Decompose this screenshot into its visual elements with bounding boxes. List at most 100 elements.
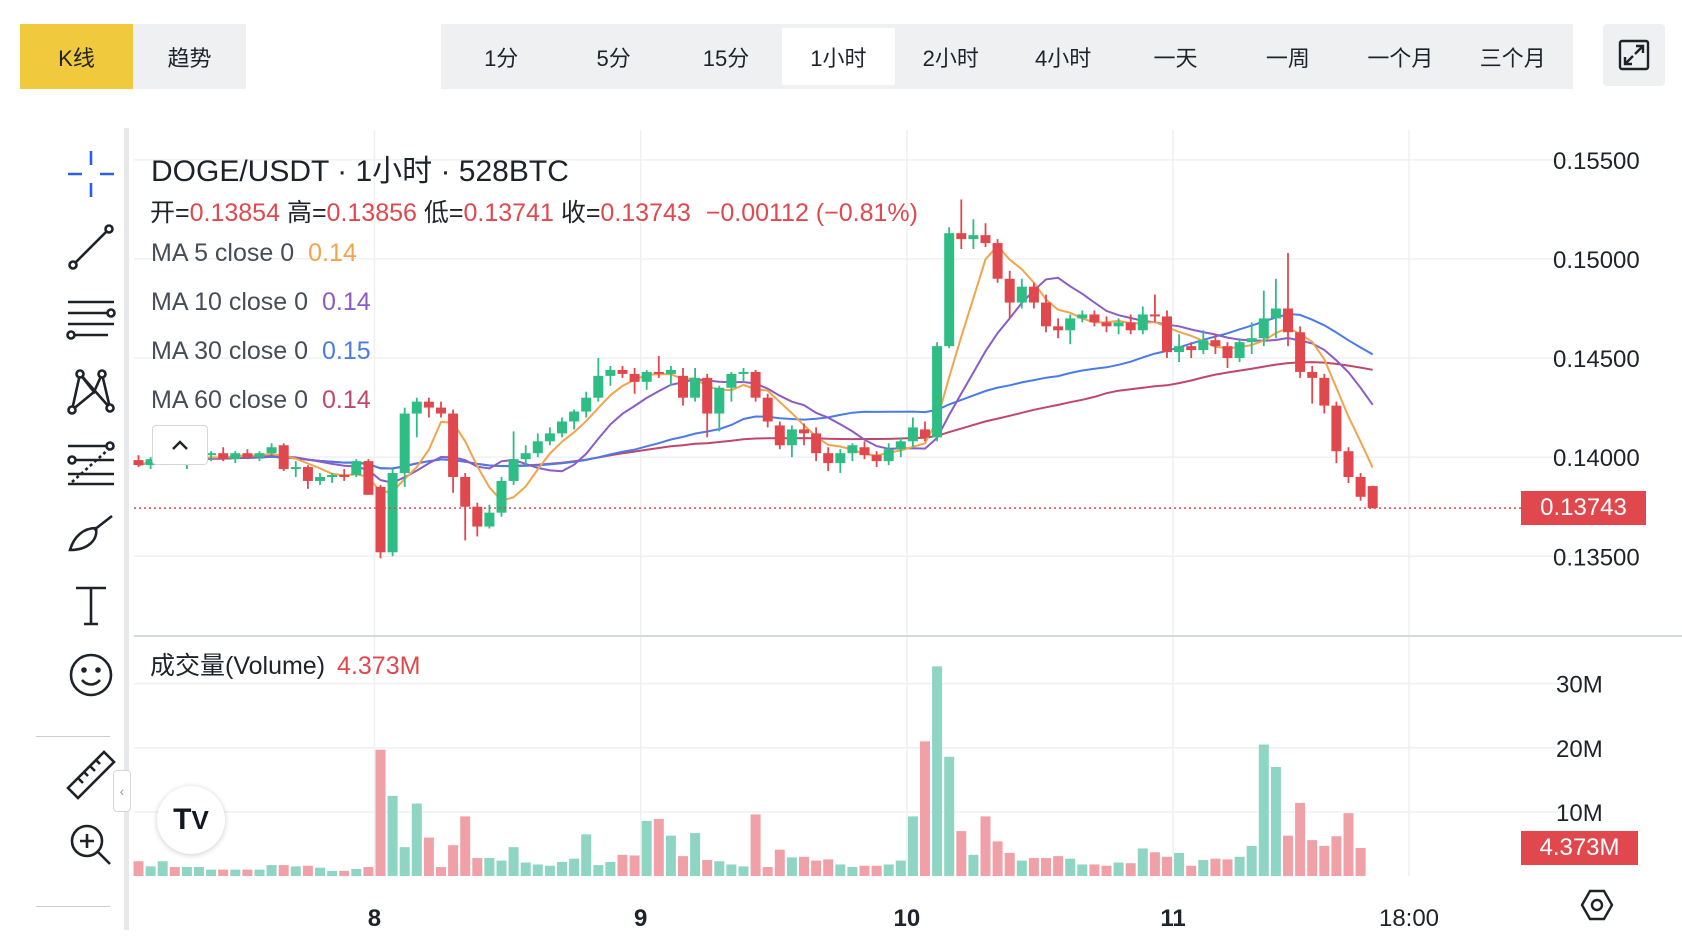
toolbar-divider <box>36 906 110 907</box>
volume-bar <box>1137 848 1148 876</box>
volume-bar <box>992 841 1003 876</box>
tradingview-logo[interactable]: TV <box>157 786 225 854</box>
volume-bar <box>484 858 495 876</box>
last-volume-tag: 4.373M <box>1521 830 1638 865</box>
emoji-tool[interactable] <box>36 646 146 704</box>
y-tick-label: 0.14500 <box>1553 346 1640 373</box>
x-tick-label: 10 <box>893 905 920 932</box>
volume-bar <box>1234 856 1245 876</box>
interval-15m[interactable]: 15分 <box>702 45 750 71</box>
tab-trend[interactable]: 趋势 <box>167 45 212 71</box>
ma5-label: MA 5 close 0 <box>151 239 295 267</box>
candle-body <box>351 461 362 475</box>
volume-bar <box>254 869 265 876</box>
interval-1h[interactable]: 1小时 <box>782 28 895 85</box>
candle-body <box>920 429 930 438</box>
candle-body <box>290 467 301 470</box>
candle-body <box>1319 377 1330 406</box>
candle-body <box>520 453 531 460</box>
chart-settings-button[interactable] <box>1580 888 1614 927</box>
interval-5m[interactable]: 5分 <box>596 45 631 71</box>
fibonacci-tool[interactable] <box>36 434 146 492</box>
candle-body <box>1065 318 1076 331</box>
volume-bar <box>653 818 664 876</box>
volume-bar <box>157 861 168 876</box>
volume-bar <box>181 867 192 876</box>
interval-3mo[interactable]: 三个月 <box>1479 45 1546 71</box>
candle-body <box>484 512 495 527</box>
candle-body <box>1295 332 1306 372</box>
candle-body <box>532 441 543 454</box>
candle-body <box>1283 308 1293 333</box>
candle-body <box>786 429 797 446</box>
interval-4h[interactable]: 4小时 <box>1035 45 1092 71</box>
y-tick-label: 0.14000 <box>1553 445 1640 472</box>
text-tool[interactable] <box>36 576 146 634</box>
interval-1w[interactable]: 一周 <box>1265 45 1310 71</box>
zoom-in-tool[interactable] <box>36 816 146 874</box>
candle-body <box>895 441 906 450</box>
volume-bar <box>569 858 580 876</box>
volume-bar <box>1198 859 1209 876</box>
candle-body <box>472 506 483 527</box>
volume-bar <box>387 795 398 876</box>
volume-bar <box>363 867 374 876</box>
volume-bar <box>472 858 483 876</box>
ma10-legend[interactable]: MA 10 close 0 0.14 <box>151 288 371 317</box>
volume-bar <box>1065 858 1076 876</box>
ma30-label: MA 30 close 0 <box>151 337 309 365</box>
volume-bar <box>1162 856 1172 876</box>
interval-2h[interactable]: 2小时 <box>922 45 979 71</box>
candle-body <box>1053 326 1064 331</box>
collapse-legend-button[interactable] <box>152 425 208 465</box>
ma30-legend[interactable]: MA 30 close 0 0.15 <box>151 337 371 366</box>
ma5-legend[interactable]: MA 5 close 0 0.14 <box>151 239 357 268</box>
candle-body <box>436 407 446 414</box>
candle-body <box>690 377 701 398</box>
volume-bar <box>1077 864 1088 876</box>
brush-tool[interactable] <box>36 506 146 564</box>
candle-body <box>1186 346 1197 351</box>
volume-bar <box>1041 858 1051 876</box>
pattern-tool[interactable] <box>36 362 146 420</box>
volume-bar <box>532 864 543 876</box>
horizontal-lines-tool[interactable] <box>36 290 146 348</box>
ruler-tool[interactable] <box>36 746 146 804</box>
tab-kline[interactable]: K线 <box>20 24 133 89</box>
candle-body <box>799 429 809 434</box>
toolbar-border <box>124 128 129 930</box>
tv-logo-icon: TV <box>173 803 209 836</box>
volume-bar <box>1295 802 1306 876</box>
interval-1m[interactable]: 1分 <box>484 45 519 71</box>
volume-bar <box>1174 852 1185 876</box>
ma60-legend[interactable]: MA 60 close 0 0.14 <box>151 386 371 415</box>
collapse-toolbar-button[interactable]: ‹ <box>113 770 131 812</box>
volume-bar <box>593 865 604 876</box>
candle-body <box>1077 314 1088 319</box>
volume-bar <box>617 854 628 876</box>
candle-body <box>375 486 386 553</box>
volume-bar <box>1053 856 1064 876</box>
volume-bar <box>883 864 894 876</box>
candle-body <box>266 447 277 454</box>
interval-1d[interactable]: 一天 <box>1153 45 1198 71</box>
fullscreen-button[interactable] <box>1603 24 1665 86</box>
candle-body <box>956 233 967 240</box>
candle-body <box>980 235 991 244</box>
volume-bar <box>811 860 822 876</box>
candle-body <box>665 369 676 374</box>
candle-body <box>230 453 241 460</box>
volume-bar <box>194 867 204 876</box>
volume-bar <box>823 859 834 876</box>
candle-body <box>944 233 955 347</box>
interval-1mo[interactable]: 一个月 <box>1367 45 1434 71</box>
candle-body <box>569 411 580 422</box>
candle-body <box>823 453 834 464</box>
candle-body <box>1258 318 1269 339</box>
trend-line-tool[interactable] <box>36 218 146 276</box>
volume-bar <box>605 861 616 876</box>
crosshair-tool[interactable] <box>36 145 146 203</box>
candle-body <box>883 449 894 462</box>
close-label: 收= <box>560 199 601 227</box>
